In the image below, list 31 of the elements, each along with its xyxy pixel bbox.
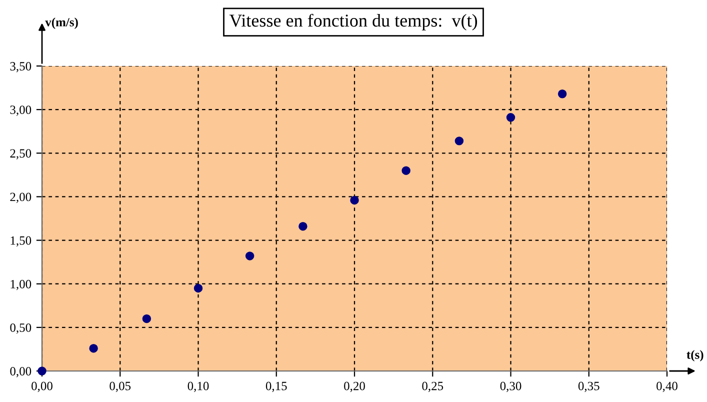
y-axis-title: v(m/s) <box>45 18 78 29</box>
y-tick-label: 3,50 <box>10 62 32 72</box>
x-tick-label: 0,10 <box>188 382 209 392</box>
point <box>298 222 308 231</box>
x-tick-label: 0,05 <box>110 382 131 392</box>
point <box>194 284 203 293</box>
y-tick-label: 1,50 <box>10 236 32 247</box>
x-tick-label: 0,35 <box>578 382 600 392</box>
x-tick-label: 0,30 <box>500 382 522 392</box>
point <box>245 252 254 260</box>
point <box>558 90 567 98</box>
point <box>402 166 410 175</box>
chart-title: Vitesse en fonction du temps: v(t) <box>229 14 478 30</box>
point <box>142 314 152 324</box>
point <box>350 196 359 205</box>
y-tick-label: 0,00 <box>10 367 32 378</box>
x-tick-label: 0,40 <box>656 382 678 392</box>
x-tick-label: 0,15 <box>266 382 287 392</box>
x-tick-label: 0,25 <box>422 382 444 392</box>
y-tick-label: 1,00 <box>10 280 32 290</box>
x-tick-label: 0,20 <box>344 382 365 392</box>
y-tick-label: 3,00 <box>10 106 32 116</box>
y-tick-label: 0,50 <box>10 323 32 334</box>
y-tick-label: 2,00 <box>10 192 32 203</box>
point <box>38 366 46 376</box>
point <box>89 344 98 353</box>
y-tick-label: 2,50 <box>10 149 32 160</box>
x-axis-title: t(s) <box>686 350 704 362</box>
point <box>454 136 464 146</box>
point <box>506 113 516 122</box>
x-tick-label: 0,00 <box>32 382 52 392</box>
